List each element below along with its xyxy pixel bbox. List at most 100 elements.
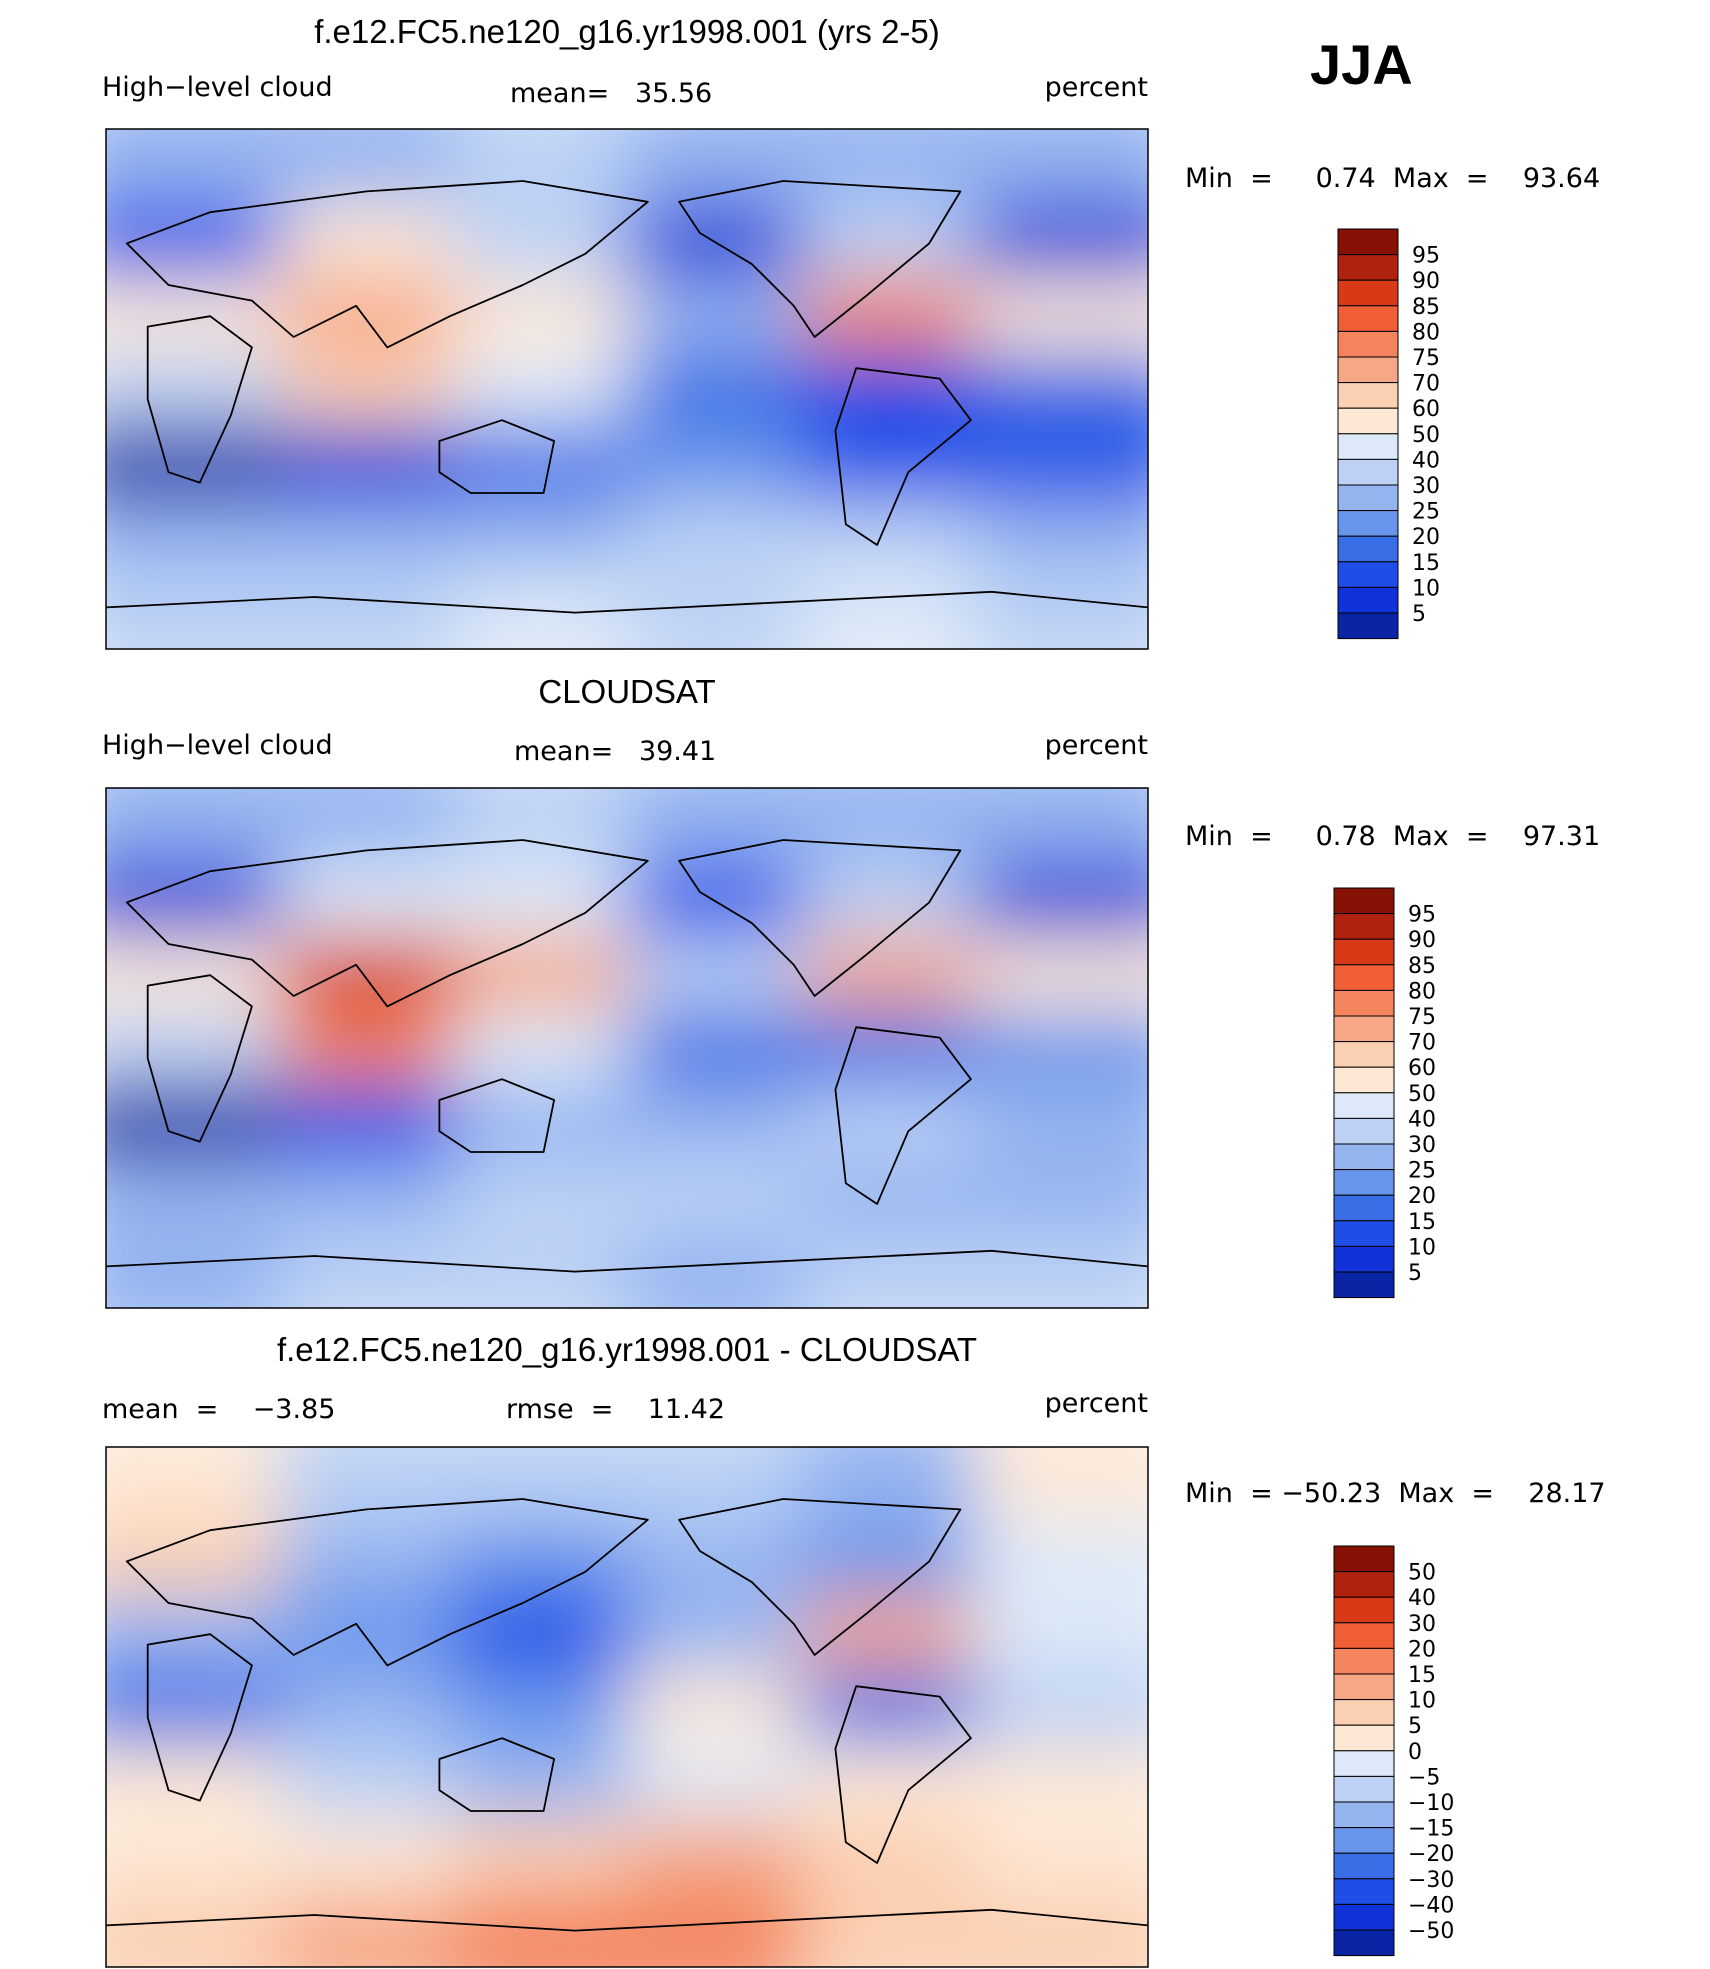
- heatmap-cell: [106, 129, 280, 204]
- panel-obs: CLOUDSAT High−level cloud mean= 39.41 pe…: [102, 673, 1600, 1309]
- heatmap-cell: [279, 1085, 454, 1160]
- heatmap-cell: [627, 129, 801, 204]
- colorbar-box: [1333, 1545, 1395, 1573]
- colorbar-tick-label: 50: [1412, 423, 1440, 448]
- heatmap-cell: [974, 1447, 1148, 1522]
- panel-obs-mean-label: mean= 39.41: [514, 736, 716, 767]
- colorbar-tick-label: 25: [1412, 500, 1440, 525]
- heatmap-cell: [627, 1010, 801, 1086]
- colorbar-box: [1333, 1801, 1395, 1829]
- coastline: [438, 419, 555, 494]
- heatmap-cell: [279, 574, 454, 649]
- colorbar-box: [1333, 1117, 1395, 1145]
- panel-model: f.e12.FC5.ne120_g16.yr1998.001 (yrs 2-5)…: [102, 13, 1600, 650]
- colorbar-box: [1333, 989, 1395, 1017]
- coastline: [125, 839, 649, 1008]
- colorbar-box: [1333, 1092, 1395, 1119]
- heatmap-cell: [279, 500, 454, 575]
- heatmap-cell: [106, 1595, 280, 1670]
- panel-diff-units-label: percent: [1045, 1388, 1148, 1419]
- colorbar-box: [1333, 1699, 1395, 1726]
- heatmap-cell: [800, 203, 975, 278]
- panel-obs-minmax: Min = 0.78 Max = 97.31: [1185, 821, 1600, 852]
- colorbar-tick-label: 30: [1408, 1133, 1436, 1158]
- colorbar-tick-label: 75: [1408, 1005, 1436, 1030]
- heatmap-cell: [627, 1233, 801, 1308]
- colorbar-tick-label: 90: [1412, 269, 1440, 294]
- colorbar-tick-label: 40: [1408, 1586, 1436, 1611]
- colorbar-box: [1333, 1852, 1395, 1880]
- colorbar-box: [1337, 254, 1399, 281]
- heatmap-cell: [800, 1159, 975, 1234]
- colorbar-tick-label: 0: [1408, 1740, 1422, 1765]
- heatmap-cell: [106, 862, 280, 937]
- heatmap-cell: [627, 1447, 801, 1522]
- coastline: [678, 180, 962, 338]
- colorbar-tick-label: 60: [1408, 1056, 1436, 1081]
- colorbar-box: [1337, 510, 1399, 537]
- heatmap-cell: [279, 936, 454, 1011]
- panel-obs-title: CLOUDSAT: [538, 673, 715, 710]
- heatmap-cell: [800, 574, 975, 649]
- panel-model-units-label: percent: [1045, 72, 1148, 103]
- colorbar-box: [1333, 1245, 1395, 1273]
- heatmap-cell: [627, 426, 801, 501]
- colorbar-box: [1333, 1571, 1395, 1598]
- heatmap-cell: [800, 1085, 975, 1160]
- heatmap-cell: [800, 936, 975, 1011]
- panel-diff-coastlines: [106, 1498, 1148, 1932]
- colorbar-box: [1333, 1596, 1395, 1624]
- colorbar-box: [1333, 1750, 1395, 1777]
- coastline: [834, 1685, 972, 1864]
- panel-diff-minmax: Min = −50.23 Max = 28.17: [1185, 1478, 1606, 1509]
- colorbar-tick-label: 20: [1408, 1637, 1436, 1662]
- colorbar-tick-label: 25: [1408, 1159, 1436, 1184]
- heatmap-cell: [453, 1669, 627, 1745]
- colorbar-tick-label: 95: [1412, 244, 1440, 269]
- heatmap-cell: [800, 426, 975, 501]
- panel-diff-frame: [105, 1446, 1149, 1968]
- colorbar-box: [1333, 1066, 1395, 1094]
- colorbar-box: [1337, 433, 1399, 460]
- heatmap-cell: [974, 1892, 1148, 1967]
- colorbar-tick-label: 95: [1408, 903, 1436, 928]
- heatmap-cell: [279, 351, 454, 427]
- colorbar-box: [1333, 1903, 1395, 1931]
- heatmap-cell: [453, 1744, 627, 1819]
- panel-diff: f.e12.FC5.ne120_g16.yr1998.001 - CLOUDSA…: [102, 1331, 1606, 1968]
- heatmap-cell: [627, 500, 801, 575]
- heatmap-cell: [279, 426, 454, 501]
- colorbar-box: [1333, 1169, 1395, 1196]
- heatmap-cell: [627, 788, 801, 863]
- heatmap-cell: [627, 277, 801, 352]
- heatmap-cell: [627, 1669, 801, 1745]
- colorbar-box: [1333, 1220, 1395, 1247]
- colorbar-tick-label: 30: [1412, 474, 1440, 499]
- coastline: [438, 1737, 555, 1812]
- heatmap-cell: [974, 1233, 1148, 1308]
- heatmap-cell: [974, 788, 1148, 863]
- colorbar-box: [1333, 1194, 1395, 1222]
- colorbar-box: [1337, 612, 1399, 640]
- colorbar-box: [1333, 1041, 1395, 1068]
- heatmap-cell: [106, 1669, 280, 1745]
- heatmap-cell: [106, 1892, 280, 1967]
- season-label: JJA: [1310, 33, 1413, 96]
- heatmap-cell: [974, 426, 1148, 501]
- heatmap-cell: [106, 277, 280, 352]
- colorbar-tick-label: 85: [1412, 295, 1440, 320]
- colorbar-tick-label: 5: [1408, 1261, 1422, 1286]
- coastline: [125, 180, 649, 349]
- heatmap-cell: [106, 788, 280, 863]
- colorbar-box: [1337, 458, 1399, 486]
- heatmap-cell: [279, 788, 454, 863]
- colorbar-box: [1333, 1878, 1395, 1905]
- colorbar-tick-label: 15: [1408, 1663, 1436, 1688]
- coastline: [438, 1078, 555, 1153]
- heatmap-cell: [279, 277, 454, 352]
- heatmap-cell: [106, 1159, 280, 1234]
- coastline: [146, 315, 253, 484]
- colorbar-tick-label: 40: [1412, 448, 1440, 473]
- heatmap-cell: [974, 351, 1148, 427]
